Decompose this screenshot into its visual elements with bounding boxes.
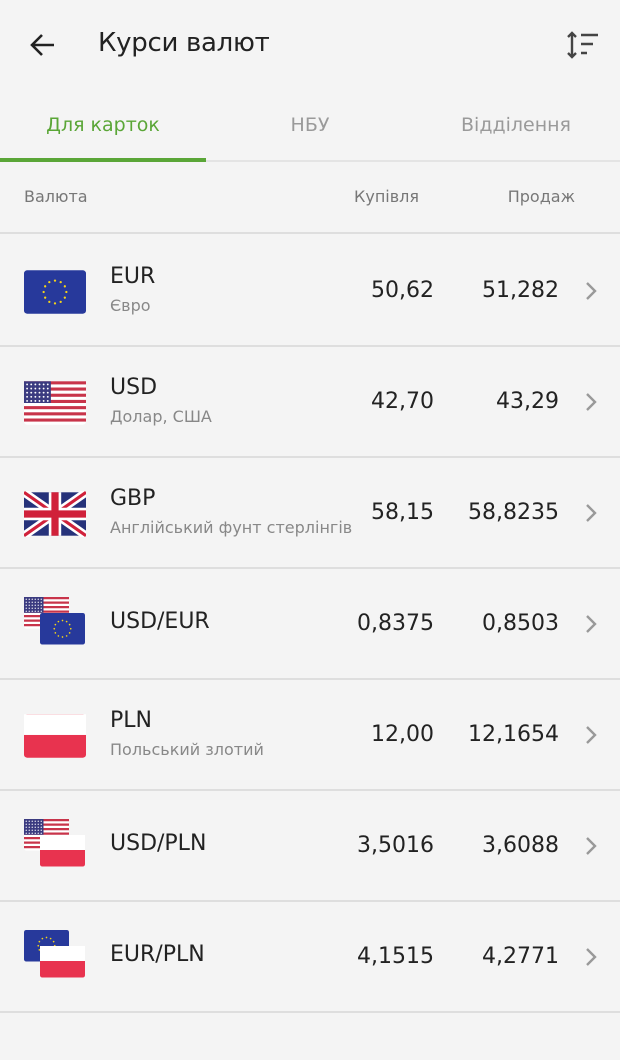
buy-rate: 50,62 xyxy=(371,278,434,303)
us-pl-flags-icon xyxy=(24,819,85,867)
currency-code: GBP xyxy=(110,486,156,511)
currency-name: Долар, США xyxy=(110,407,212,426)
rate-row-usd-eur[interactable]: USD/EUR 0,8375 0,8503 xyxy=(0,569,620,680)
buy-rate: 0,8375 xyxy=(357,611,434,636)
chevron-right-icon xyxy=(586,726,597,744)
currency-name: Польський злотий xyxy=(110,740,264,759)
currency-code: EUR/PLN xyxy=(110,942,205,967)
currency-code: USD/PLN xyxy=(110,831,207,856)
chevron-right-icon xyxy=(586,393,597,411)
gb-flag-icon xyxy=(24,491,86,537)
chevron-right-icon xyxy=(586,837,597,855)
page-title: Курси валют xyxy=(98,28,270,58)
column-sell: Продаж xyxy=(507,187,575,206)
us-flag-icon xyxy=(24,381,86,425)
currency-name: Англійський фунт стерлінгів xyxy=(110,518,353,537)
buy-rate: 3,5016 xyxy=(357,833,434,858)
sell-rate: 58,8235 xyxy=(468,500,559,525)
currency-code: EUR xyxy=(110,264,156,289)
tab-nbu[interactable]: НБУ xyxy=(290,114,330,136)
sell-rate: 0,8503 xyxy=(482,611,559,636)
pl-flag-icon xyxy=(24,714,86,758)
currency-code: USD xyxy=(110,375,158,400)
tab-bar: Для карток НБУ Відділення xyxy=(0,90,620,162)
rate-row-eur-pln[interactable]: EUR/PLN 4,1515 4,2771 xyxy=(0,902,620,1013)
arrow-left-icon[interactable] xyxy=(26,28,60,62)
us-eu-flags-icon xyxy=(24,597,85,645)
currency-name: Євро xyxy=(110,296,151,315)
chevron-right-icon xyxy=(586,282,597,300)
buy-rate: 42,70 xyxy=(371,389,434,414)
sell-rate: 4,2771 xyxy=(482,944,559,969)
sort-icon[interactable] xyxy=(566,30,600,60)
table-header: Валюта Купівля Продаж xyxy=(0,162,620,234)
currency-code: USD/EUR xyxy=(110,609,210,634)
sell-rate: 3,6088 xyxy=(482,833,559,858)
eu-pl-flags-icon xyxy=(24,930,85,978)
app-bar: Курси валют xyxy=(0,0,620,90)
sell-rate: 12,1654 xyxy=(468,722,559,747)
rate-row-usd[interactable]: USD Долар, США 42,70 43,29 xyxy=(0,347,620,458)
chevron-right-icon xyxy=(586,948,597,966)
sell-rate: 51,282 xyxy=(482,278,559,303)
rate-row-gbp[interactable]: GBP Англійський фунт стерлінгів 58,15 58,82… xyxy=(0,458,620,569)
column-currency: Валюта xyxy=(24,187,88,206)
rate-row-eur[interactable]: EUR Євро 50,62 51,282 xyxy=(0,236,620,347)
rate-row-usd-pln[interactable]: USD/PLN 3,5016 3,6088 xyxy=(0,791,620,902)
buy-rate: 4,1515 xyxy=(357,944,434,969)
chevron-right-icon xyxy=(586,504,597,522)
eu-flag-icon xyxy=(24,270,86,314)
tab-cards[interactable]: Для карток xyxy=(0,90,206,162)
sell-rate: 43,29 xyxy=(496,389,559,414)
tab-branches[interactable]: Відділення xyxy=(461,114,571,136)
rate-row-pln[interactable]: PLN Польський злотий 12,00 12,1654 xyxy=(0,680,620,791)
buy-rate: 58,15 xyxy=(371,500,434,525)
chevron-right-icon xyxy=(586,615,597,633)
currency-code: PLN xyxy=(110,708,152,733)
column-buy: Купівля xyxy=(353,187,419,206)
buy-rate: 12,00 xyxy=(371,722,434,747)
